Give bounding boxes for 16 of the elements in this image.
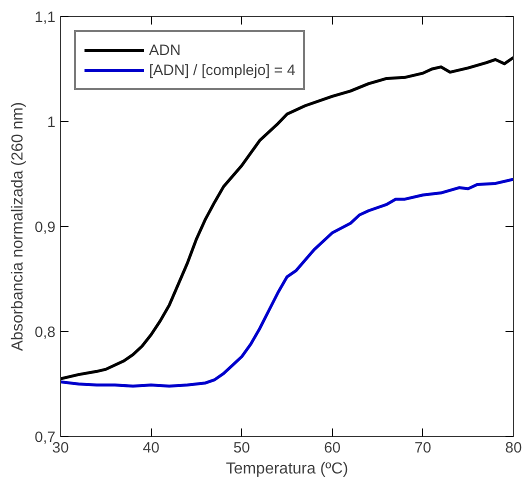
x-tick-label: 40 (142, 440, 160, 456)
line-series (60, 56, 514, 380)
x-tick-label: 80 (505, 440, 522, 456)
line-series (60, 178, 514, 388)
x-tick-label: 50 (233, 440, 250, 456)
y-tick-label: 1,1 (34, 9, 56, 26)
legend-label: [ADN] / [complejo] = 4 (149, 62, 296, 78)
y-tick-label: 1 (47, 114, 56, 131)
x-axis-title: Temperatura (ºC) (226, 460, 348, 478)
x-tick-label: 70 (414, 440, 432, 456)
x-tick-label: 60 (324, 440, 341, 456)
x-tick-label: 30 (52, 440, 69, 456)
legend-label: ADN (149, 42, 181, 58)
y-tick-label: 0,8 (34, 324, 56, 341)
y-tick-label: 0,9 (34, 219, 56, 236)
y-axis-title: Absorbancia normalizada (260 nm) (10, 102, 27, 352)
